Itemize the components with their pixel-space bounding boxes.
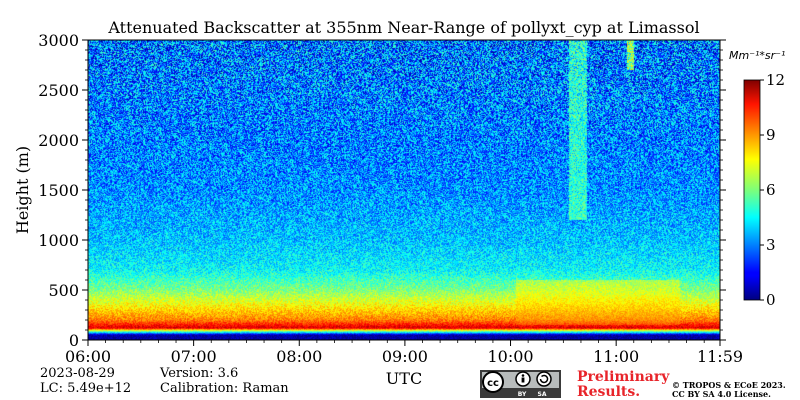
by-text: BY bbox=[518, 391, 527, 398]
y-tick-label: 3000 bbox=[38, 31, 79, 50]
colorbar-tick-label: 3 bbox=[766, 236, 776, 254]
colorbar-tick-label: 0 bbox=[766, 291, 776, 309]
version-label: Version: 3.6 bbox=[159, 366, 238, 381]
lc-label: LC: 5.49e+12 bbox=[40, 381, 131, 396]
colorbar-ticks: 0 3 6 9 12 bbox=[760, 71, 785, 309]
y-axis-label: Height (m) bbox=[13, 146, 32, 234]
x-tick-label: 11:59 bbox=[697, 347, 743, 366]
chart-title: Attenuated Backscatter at 355nm Near-Ran… bbox=[107, 18, 699, 37]
colorbar-tick-label: 9 bbox=[766, 126, 776, 144]
colorbar: Mm⁻¹*sr⁻¹ 0 3 6 9 12 bbox=[729, 49, 785, 309]
x-tick-label: 08:00 bbox=[276, 347, 322, 366]
x-axis: 06:00 07:00 08:00 09:00 10:00 11:00 11:59 bbox=[65, 340, 743, 366]
plot-area: 06:00 07:00 08:00 09:00 10:00 11:00 11:59 0 500… bbox=[38, 31, 743, 366]
x-tick-label: 10:00 bbox=[487, 347, 533, 366]
cc-license-badge-icon: cc BY SA bbox=[480, 370, 561, 398]
x-tick-label: 11:00 bbox=[593, 347, 639, 366]
sa-text: SA bbox=[538, 391, 547, 398]
calibration-label: Calibration: Raman bbox=[160, 381, 289, 396]
results-label: Results. bbox=[577, 384, 640, 400]
backscatter-heatmap bbox=[88, 40, 720, 340]
y-axis: 0 500 1000 1500 2000 2500 3000 bbox=[38, 31, 726, 350]
y-tick-label: 500 bbox=[48, 281, 79, 300]
x-tick-label: 07:00 bbox=[171, 347, 217, 366]
colorbar-gradient bbox=[743, 79, 761, 301]
colorbar-tick-label: 12 bbox=[766, 71, 785, 89]
cc-text: cc bbox=[487, 378, 499, 389]
colorbar-tick-label: 6 bbox=[766, 181, 776, 199]
license-label: CC BY SA 4.0 License. bbox=[672, 389, 771, 399]
x-tick-label: 06:00 bbox=[65, 347, 111, 366]
x-tick-label: 09:00 bbox=[382, 347, 428, 366]
preliminary-label: Preliminary bbox=[577, 369, 670, 385]
date-label: 2023-08-29 bbox=[40, 366, 115, 381]
y-tick-label: 2500 bbox=[38, 81, 79, 100]
x-axis-label: UTC bbox=[386, 369, 422, 388]
colorbar-unit: Mm⁻¹*sr⁻¹ bbox=[729, 49, 785, 62]
copyright-label: © TROPOS & ECoE 2023. bbox=[672, 380, 786, 390]
y-tick-label: 0 bbox=[69, 331, 79, 350]
y-tick-label: 1500 bbox=[38, 181, 79, 200]
y-tick-label: 1000 bbox=[38, 231, 79, 250]
y-tick-label: 2000 bbox=[38, 131, 79, 150]
